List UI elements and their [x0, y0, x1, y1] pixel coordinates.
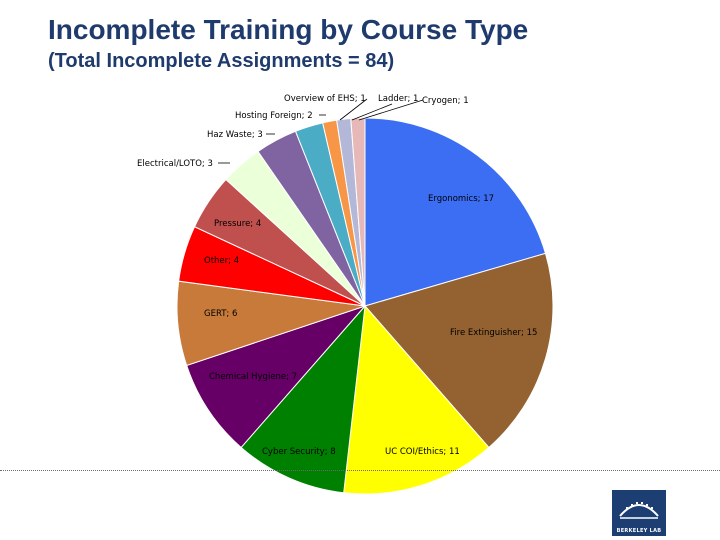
logo-text: BERKELEY LAB: [616, 528, 662, 534]
footer-divider: [0, 470, 720, 471]
pie-slice-chemical-hygiene: [186, 304, 367, 449]
berkeley-lab-logo: BERKELEY LAB: [612, 490, 666, 536]
slice-label-haz-waste: Haz Waste; 3: [207, 130, 263, 140]
slice-label-ladder: Ladder; 1: [378, 94, 418, 104]
slice-label-gert: GERT; 6: [204, 309, 237, 319]
slice-label-other: Other; 4: [204, 256, 239, 266]
chart-subtitle: (Total Incomplete Assignments = 84): [48, 50, 395, 72]
slice-label-pressure: Pressure; 4: [214, 219, 261, 229]
pie-slice-uc-coi-ethics: [343, 304, 490, 495]
leader-line-overview-of-ehs: [339, 98, 368, 121]
slice-label-chemical-hygiene: Chemical Hygiene; 7: [209, 372, 297, 382]
pie-slice-fire-extinguisher: [364, 252, 554, 449]
slice-label-overview-of-ehs: Overview of EHS; 1: [284, 94, 366, 104]
slice-label-uc-coi-ethics: UC COI/Ethics; 11: [385, 447, 460, 457]
chart-title: Incomplete Training by Course Type: [48, 14, 529, 45]
slice-label-cryogen: Cryogen; 1: [422, 96, 469, 106]
lab-dome-icon: [619, 502, 659, 519]
slice-label-electrical-loto: Electrical/LOTO; 3: [137, 159, 213, 169]
pie-slice-cyber-security: [240, 304, 366, 494]
pie-slice-ergonomics: [364, 117, 547, 307]
slice-label-hosting-foreign: Hosting Foreign; 2: [235, 111, 313, 121]
slice-label-cyber-security: Cyber Security; 8: [262, 447, 336, 457]
leader-line-cryogen: [358, 99, 424, 121]
slice-label-ergonomics: Ergonomics; 17: [428, 194, 494, 204]
leader-line-ladder: [351, 103, 393, 121]
slice-label-fire-extinguisher: Fire Extinguisher; 15: [450, 328, 537, 338]
